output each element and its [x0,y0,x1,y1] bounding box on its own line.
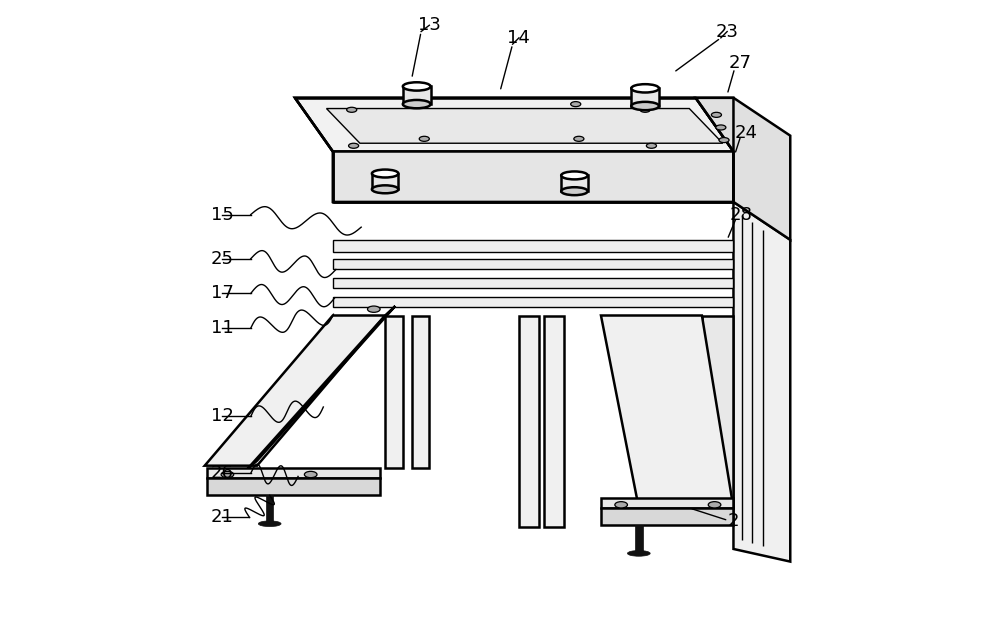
Ellipse shape [571,102,581,107]
Polygon shape [207,478,380,495]
Ellipse shape [407,102,417,107]
Ellipse shape [631,102,659,110]
Ellipse shape [711,112,721,117]
Text: 11: 11 [211,319,234,337]
FancyBboxPatch shape [631,88,659,106]
Polygon shape [702,316,733,508]
FancyBboxPatch shape [561,175,588,191]
Ellipse shape [349,143,359,148]
Ellipse shape [561,172,588,179]
Ellipse shape [719,138,729,143]
Polygon shape [205,316,385,466]
Polygon shape [207,468,380,478]
Text: 21: 21 [211,509,234,526]
Ellipse shape [403,82,431,91]
Polygon shape [333,151,733,202]
Text: 14: 14 [507,29,530,47]
Ellipse shape [640,107,650,112]
Polygon shape [326,109,723,143]
Ellipse shape [574,136,584,141]
Ellipse shape [708,502,721,508]
Ellipse shape [631,84,659,93]
Ellipse shape [372,186,398,193]
Polygon shape [266,495,273,524]
Ellipse shape [367,306,380,312]
Polygon shape [601,316,733,508]
Text: 15: 15 [211,206,234,223]
FancyBboxPatch shape [403,86,431,104]
Text: 27: 27 [728,54,751,72]
Polygon shape [246,306,395,470]
Ellipse shape [615,502,627,508]
Polygon shape [733,202,790,562]
Ellipse shape [221,471,234,478]
Text: 24: 24 [735,124,758,141]
Polygon shape [295,98,733,151]
Polygon shape [601,498,733,508]
Polygon shape [696,98,733,202]
Text: 12: 12 [211,408,234,425]
Ellipse shape [372,170,398,177]
Polygon shape [333,278,733,288]
Polygon shape [635,525,643,553]
Polygon shape [333,297,733,307]
Ellipse shape [304,471,317,478]
Text: 26: 26 [211,464,234,482]
Polygon shape [696,98,790,240]
FancyBboxPatch shape [372,174,398,189]
Text: 23: 23 [716,23,739,40]
Ellipse shape [646,143,656,148]
Polygon shape [544,316,564,527]
Text: 13: 13 [418,16,441,34]
Text: 17: 17 [211,285,234,302]
Ellipse shape [627,550,650,557]
Polygon shape [333,259,733,269]
Text: 28: 28 [730,206,752,223]
Ellipse shape [419,136,429,141]
Polygon shape [412,316,429,468]
Text: 2: 2 [728,512,739,529]
Ellipse shape [258,521,281,526]
Text: 25: 25 [211,250,234,268]
Polygon shape [519,316,539,527]
Ellipse shape [347,107,357,112]
Ellipse shape [403,100,431,109]
Ellipse shape [716,125,726,130]
Polygon shape [333,240,733,252]
Polygon shape [601,508,733,525]
Polygon shape [385,316,403,468]
Ellipse shape [561,187,588,195]
